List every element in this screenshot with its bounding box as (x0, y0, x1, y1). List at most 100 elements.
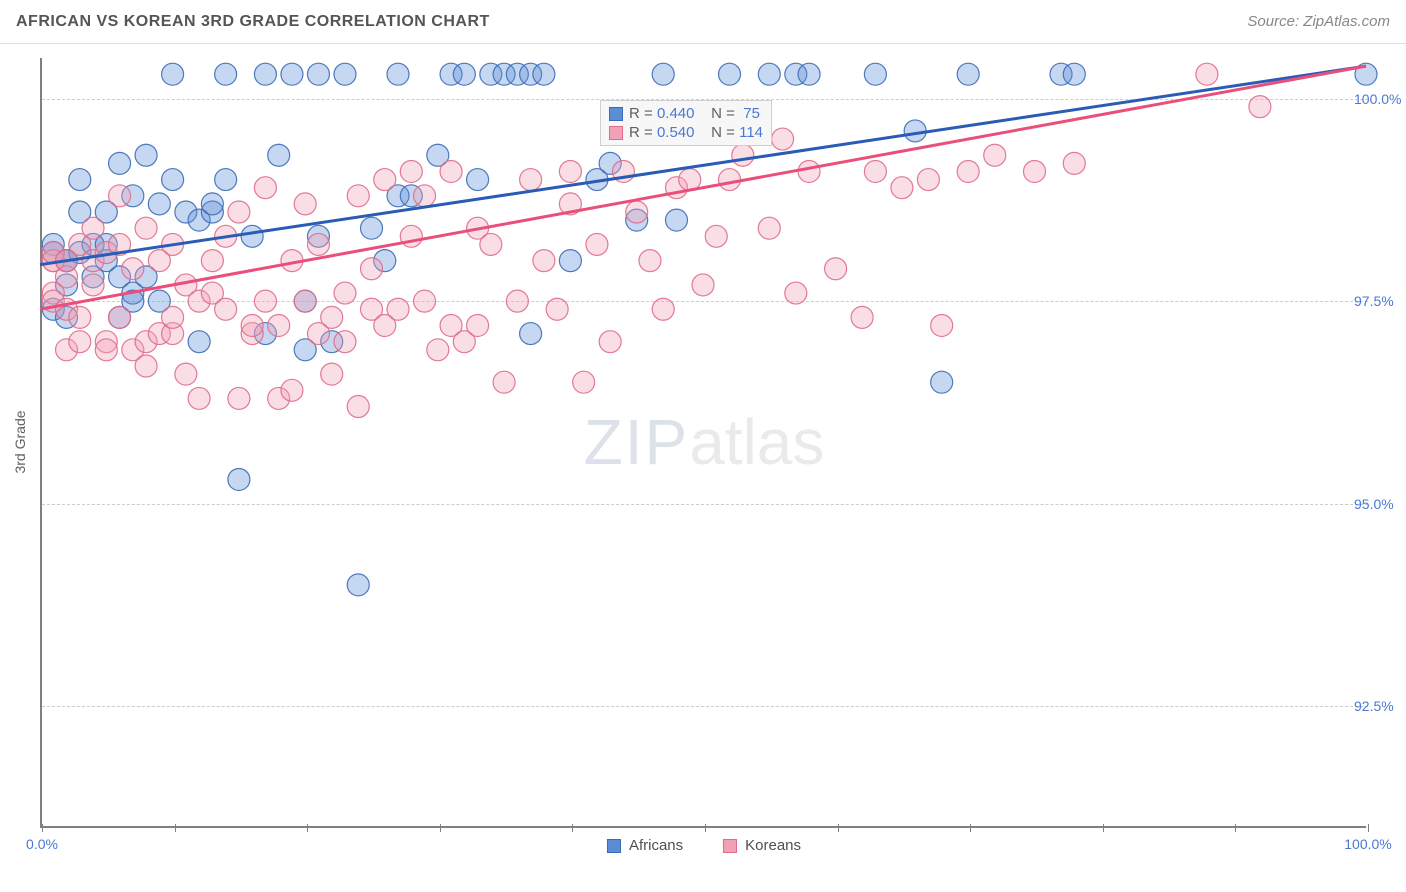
data-point-africans (520, 323, 542, 345)
data-point-koreans (294, 290, 316, 312)
data-point-koreans (82, 274, 104, 296)
data-point-koreans (228, 387, 250, 409)
data-point-africans (361, 217, 383, 239)
data-point-africans (1063, 63, 1085, 85)
chart-header: AFRICAN VS KOREAN 3RD GRADE CORRELATION … (0, 0, 1406, 44)
data-point-koreans (69, 306, 91, 328)
data-point-koreans (347, 185, 369, 207)
data-point-koreans (772, 128, 794, 150)
stats-text-koreans: R = 0.540 N = 114 (629, 124, 763, 141)
data-point-koreans (162, 306, 184, 328)
data-point-koreans (692, 274, 714, 296)
data-point-koreans (374, 169, 396, 191)
data-point-africans (798, 63, 820, 85)
data-point-africans (162, 169, 184, 191)
data-point-koreans (440, 160, 462, 182)
data-point-koreans (586, 233, 608, 255)
data-point-koreans (1024, 160, 1046, 182)
legend-item-koreans: Koreans (723, 837, 801, 854)
data-point-africans (69, 169, 91, 191)
legend-swatch-koreans (723, 839, 737, 853)
legend-label-koreans: Koreans (745, 837, 801, 854)
data-point-koreans (652, 298, 674, 320)
legend-item-africans: Africans (607, 837, 683, 854)
data-point-koreans (414, 290, 436, 312)
data-point-africans (387, 63, 409, 85)
data-point-africans (758, 63, 780, 85)
data-point-koreans (109, 185, 131, 207)
data-point-koreans (347, 396, 369, 418)
data-point-africans (652, 63, 674, 85)
data-point-koreans (705, 225, 727, 247)
data-point-africans (931, 371, 953, 393)
data-point-africans (109, 152, 131, 174)
data-point-koreans (851, 306, 873, 328)
data-point-koreans (785, 282, 807, 304)
stats-row-koreans: R = 0.540 N = 114 (609, 124, 763, 141)
data-point-africans (864, 63, 886, 85)
data-point-koreans (387, 298, 409, 320)
data-point-koreans (122, 258, 144, 280)
data-point-africans (334, 63, 356, 85)
y-axis-label: 3rd Grade (12, 410, 28, 473)
data-point-koreans (599, 331, 621, 353)
data-point-koreans (427, 339, 449, 361)
stats-swatch-koreans (609, 126, 623, 140)
stats-swatch-africans (609, 107, 623, 121)
data-point-koreans (546, 298, 568, 320)
data-point-koreans (732, 144, 754, 166)
data-point-koreans (719, 169, 741, 191)
data-point-koreans (307, 233, 329, 255)
data-point-africans (148, 193, 170, 215)
stats-legend: R = 0.440 N = 75 R = 0.540 N = 114 (600, 100, 772, 146)
chart-title: AFRICAN VS KOREAN 3RD GRADE CORRELATION … (16, 13, 490, 31)
data-point-koreans (400, 160, 422, 182)
data-point-koreans (95, 339, 117, 361)
data-point-africans (201, 193, 223, 215)
data-point-koreans (294, 193, 316, 215)
data-point-africans (307, 63, 329, 85)
data-point-koreans (626, 201, 648, 223)
data-point-koreans (506, 290, 528, 312)
data-point-koreans (957, 160, 979, 182)
legend-label-africans: Africans (629, 837, 683, 854)
data-point-koreans (758, 217, 780, 239)
data-point-koreans (321, 306, 343, 328)
data-point-koreans (175, 363, 197, 385)
data-point-koreans (82, 217, 104, 239)
x-tick-label: 100.0% (1344, 836, 1391, 852)
bottom-legend: Africans Koreans (607, 837, 801, 854)
data-point-koreans (254, 177, 276, 199)
data-point-africans (347, 574, 369, 596)
data-point-koreans (891, 177, 913, 199)
data-point-africans (188, 331, 210, 353)
data-point-koreans (321, 363, 343, 385)
data-point-africans (268, 144, 290, 166)
data-point-africans (467, 169, 489, 191)
data-point-africans (281, 63, 303, 85)
data-point-koreans (215, 298, 237, 320)
data-point-koreans (520, 169, 542, 191)
stats-text-africans: R = 0.440 N = 75 (629, 105, 760, 122)
data-point-koreans (281, 379, 303, 401)
data-point-africans (241, 225, 263, 247)
data-point-koreans (361, 258, 383, 280)
data-point-koreans (984, 144, 1006, 166)
data-point-koreans (109, 306, 131, 328)
chart-source: Source: ZipAtlas.com (1247, 13, 1390, 30)
data-point-koreans (334, 331, 356, 353)
data-point-koreans (573, 371, 595, 393)
data-point-koreans (533, 250, 555, 272)
data-point-koreans (135, 355, 157, 377)
source-value: ZipAtlas.com (1303, 13, 1390, 30)
data-point-koreans (917, 169, 939, 191)
data-point-koreans (1249, 96, 1271, 118)
data-point-koreans (241, 314, 263, 336)
data-point-koreans (798, 160, 820, 182)
trend-line-africans (40, 66, 1366, 265)
data-point-africans (665, 209, 687, 231)
data-point-africans (254, 63, 276, 85)
stats-row-africans: R = 0.440 N = 75 (609, 105, 763, 122)
data-point-koreans (135, 217, 157, 239)
data-point-africans (453, 63, 475, 85)
